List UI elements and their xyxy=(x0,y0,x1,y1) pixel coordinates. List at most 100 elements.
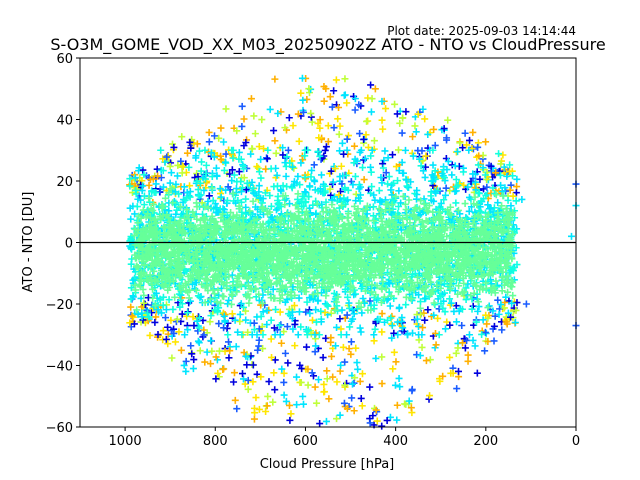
scatter-point xyxy=(401,146,409,154)
scatter-point xyxy=(158,309,166,317)
scatter-point xyxy=(396,383,404,391)
scatter-point xyxy=(366,383,374,391)
scatter-point xyxy=(183,149,191,157)
scatter-point xyxy=(306,309,314,317)
scatter-point xyxy=(257,174,265,182)
scatter-point xyxy=(198,158,206,166)
scatter-point xyxy=(334,115,342,123)
scatter-point xyxy=(507,181,515,189)
scatter-point xyxy=(327,309,335,317)
scatter-point xyxy=(350,379,358,387)
scatter-point xyxy=(359,164,367,172)
scatter-point xyxy=(295,137,303,145)
scatter-point xyxy=(424,306,432,314)
scatter-point xyxy=(328,103,336,111)
scatter-point xyxy=(490,322,498,330)
scatter-point xyxy=(320,380,328,388)
scatter-point xyxy=(244,385,252,393)
scatter-point xyxy=(482,311,490,319)
scatter-point xyxy=(220,138,228,146)
scatter-point xyxy=(167,169,175,177)
scatter-point xyxy=(316,116,324,124)
scatter-point xyxy=(284,359,292,367)
scatter-point xyxy=(435,331,443,339)
scatter-point xyxy=(416,352,424,360)
scatter-point xyxy=(396,119,404,127)
scatter-point xyxy=(366,297,374,305)
scatter-point xyxy=(239,375,247,383)
scatter-point xyxy=(333,378,341,386)
scatter-point xyxy=(317,307,325,315)
scatter-point xyxy=(250,415,258,423)
scatter-point xyxy=(282,397,290,405)
scatter-point xyxy=(326,93,334,101)
scatter-point xyxy=(258,116,266,124)
scatter-point xyxy=(313,399,321,407)
scatter-point xyxy=(409,329,417,337)
scatter-point xyxy=(270,369,278,377)
scatter-point xyxy=(343,331,351,339)
scatter-point xyxy=(286,416,294,424)
scatter-point xyxy=(319,354,327,362)
scatter-point xyxy=(464,351,472,359)
scatter-point xyxy=(393,401,401,409)
scatter-point xyxy=(392,358,400,366)
scatter-point xyxy=(356,324,364,332)
scatter-point xyxy=(357,394,365,402)
scatter-point xyxy=(419,324,427,332)
scatter-point xyxy=(513,183,521,191)
scatter-point xyxy=(238,102,246,110)
scatter-point xyxy=(233,405,241,413)
scatter-point xyxy=(186,182,194,190)
scatter-point xyxy=(370,337,378,345)
scatter-point xyxy=(344,132,352,140)
scatter-point xyxy=(389,365,397,373)
scatter-point xyxy=(341,358,349,366)
scatter-point xyxy=(230,378,238,386)
scatter-point xyxy=(411,122,419,130)
scatter-point xyxy=(351,106,359,114)
scatter-point xyxy=(463,141,471,149)
scatter-point xyxy=(282,172,290,180)
scatter-point xyxy=(225,338,233,346)
scatter-point xyxy=(255,405,263,413)
scatter-point xyxy=(367,81,375,89)
scatter-point xyxy=(357,328,365,336)
scatter-point xyxy=(378,328,386,336)
scatter-point xyxy=(154,172,162,180)
scatter-point xyxy=(236,310,244,318)
scatter-point xyxy=(321,308,329,316)
scatter-point xyxy=(270,324,278,332)
scatter-point xyxy=(320,97,328,105)
scatter-point xyxy=(491,312,499,320)
scatter-point xyxy=(495,150,503,158)
scatter-point xyxy=(351,172,359,180)
scatter-point xyxy=(164,323,172,331)
scatter-point xyxy=(409,133,417,141)
scatter-point xyxy=(133,203,141,211)
scatter-point xyxy=(297,89,305,97)
scatter-point xyxy=(324,122,332,130)
scatter-point xyxy=(315,134,323,142)
scatter-point xyxy=(217,124,225,132)
scatter-point xyxy=(280,378,288,386)
scatter-point xyxy=(473,369,481,377)
scatter-point xyxy=(177,346,185,354)
scatter-point xyxy=(408,385,416,393)
scatter-point xyxy=(187,342,195,350)
scatter-point xyxy=(481,347,489,355)
scatter-point xyxy=(343,146,351,154)
scatter-point xyxy=(280,328,288,336)
scatter-point xyxy=(353,359,361,367)
scatter-point xyxy=(359,295,367,303)
scatter-point xyxy=(474,143,482,151)
scatter-point xyxy=(270,127,278,135)
scatter-point xyxy=(336,122,344,130)
scatter-point xyxy=(271,75,279,83)
scatter-point xyxy=(291,342,299,350)
scatter-point xyxy=(323,367,331,375)
scatter-point xyxy=(267,165,275,173)
scatter-point xyxy=(355,101,363,109)
scatter-point xyxy=(394,146,402,154)
scatter-point xyxy=(304,381,312,389)
